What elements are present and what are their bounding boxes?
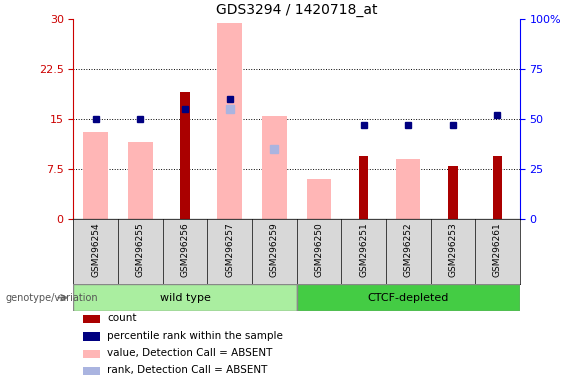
- Text: genotype/variation: genotype/variation: [6, 293, 98, 303]
- Bar: [307, 179, 331, 219]
- Bar: [448, 166, 458, 219]
- Bar: [84, 132, 108, 219]
- Text: value, Detection Call = ABSENT: value, Detection Call = ABSENT: [107, 348, 272, 358]
- Text: percentile rank within the sample: percentile rank within the sample: [107, 331, 283, 341]
- Text: rank, Detection Call = ABSENT: rank, Detection Call = ABSENT: [107, 365, 267, 375]
- Bar: [83, 349, 100, 358]
- Bar: [83, 367, 100, 375]
- Text: GSM296255: GSM296255: [136, 222, 145, 277]
- Bar: [83, 315, 100, 323]
- Text: GSM296261: GSM296261: [493, 222, 502, 277]
- Bar: [359, 156, 368, 219]
- Text: GSM296250: GSM296250: [315, 222, 323, 277]
- Text: GSM296254: GSM296254: [92, 222, 100, 277]
- Text: GSM296253: GSM296253: [449, 222, 457, 277]
- Text: GSM296251: GSM296251: [359, 222, 368, 277]
- Title: GDS3294 / 1420718_at: GDS3294 / 1420718_at: [216, 3, 377, 17]
- Bar: [297, 284, 520, 311]
- Bar: [493, 156, 502, 219]
- Bar: [218, 23, 242, 219]
- Bar: [396, 159, 420, 219]
- Text: CTCF-depleted: CTCF-depleted: [367, 293, 449, 303]
- Text: GSM296259: GSM296259: [270, 222, 279, 277]
- Bar: [73, 284, 297, 311]
- Text: GSM296252: GSM296252: [404, 222, 412, 277]
- Bar: [83, 332, 100, 341]
- Text: GSM296257: GSM296257: [225, 222, 234, 277]
- Bar: [262, 116, 286, 219]
- Bar: [180, 93, 190, 219]
- Bar: [128, 142, 153, 219]
- Text: count: count: [107, 313, 137, 323]
- Text: GSM296256: GSM296256: [181, 222, 189, 277]
- Text: wild type: wild type: [159, 293, 211, 303]
